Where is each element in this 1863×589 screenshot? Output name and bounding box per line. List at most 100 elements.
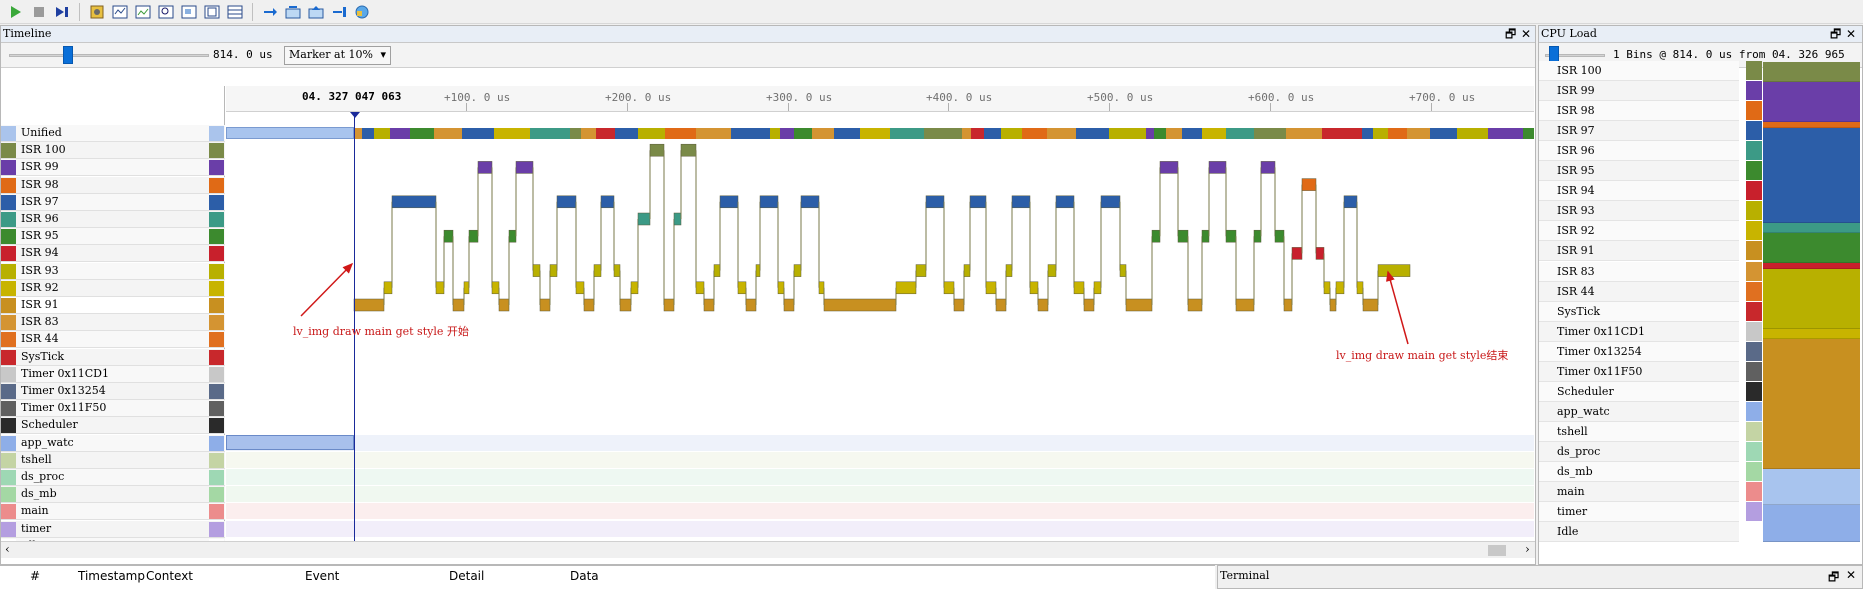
trace-segment[interactable] <box>703 298 715 312</box>
stop-icon[interactable] <box>29 2 49 22</box>
trace-segment[interactable] <box>637 212 651 226</box>
trace-segment[interactable] <box>1005 264 1013 277</box>
unified-segment[interactable] <box>362 128 374 139</box>
trace-segment[interactable] <box>1235 298 1255 312</box>
unified-segment[interactable] <box>1286 128 1322 139</box>
zoom-icon[interactable] <box>156 2 176 22</box>
context-row[interactable]: timer <box>1 520 225 538</box>
cpu-load-row[interactable]: Idle <box>1539 522 1739 543</box>
trace-segment[interactable] <box>391 195 437 209</box>
cpu-load-row[interactable]: ds_proc <box>1539 441 1739 462</box>
cpu-load-row[interactable]: timer <box>1539 502 1739 523</box>
unified-selection[interactable] <box>226 127 354 139</box>
context-row[interactable]: Timer 0x11F50 <box>1 400 225 418</box>
close-icon[interactable]: ✕ <box>1846 568 1857 582</box>
step-icon[interactable] <box>52 2 72 22</box>
context-row[interactable]: main <box>1 503 225 521</box>
trace-segment[interactable] <box>1029 281 1039 295</box>
unified-segment[interactable] <box>665 128 696 139</box>
trace-segment[interactable] <box>800 195 820 209</box>
trace-segment[interactable] <box>1208 161 1227 174</box>
context-row[interactable]: ISR 44 <box>1 331 225 349</box>
trace-segment[interactable] <box>1377 264 1411 277</box>
trace-segment[interactable] <box>1315 247 1325 260</box>
unified-segment[interactable] <box>1154 128 1166 139</box>
trace-segment[interactable] <box>1329 298 1337 312</box>
trace-segment[interactable] <box>539 298 551 312</box>
zoom-slider-track[interactable] <box>9 54 209 57</box>
trace-segment[interactable] <box>443 229 454 243</box>
unified-segment[interactable] <box>962 128 971 139</box>
cpu-load-row[interactable]: Timer 0x11F50 <box>1539 361 1739 382</box>
trace-segment[interactable] <box>1187 298 1203 312</box>
unified-segment[interactable] <box>1488 128 1523 139</box>
trace-segment[interactable] <box>463 281 470 295</box>
cpu-load-row[interactable]: ISR 91 <box>1539 241 1739 262</box>
trace-segment[interactable] <box>1119 264 1127 277</box>
unified-segment[interactable] <box>1457 128 1488 139</box>
cpu-load-row[interactable]: ds_mb <box>1539 462 1739 482</box>
context-row[interactable]: ISR 91 <box>1 297 225 314</box>
unified-segment[interactable] <box>1407 128 1430 139</box>
unified-segment[interactable] <box>615 128 638 139</box>
unified-segment[interactable] <box>570 128 581 139</box>
trace-segment[interactable] <box>619 298 632 312</box>
trace-segment[interactable] <box>1073 281 1085 295</box>
timeline-chart[interactable]: 04. 327 047 063 +100. 0 us +200. 0 us +300.… <box>226 86 1534 554</box>
trace-segment[interactable] <box>680 143 697 157</box>
close-icon[interactable]: ✕ <box>1521 27 1532 41</box>
unified-segment[interactable] <box>860 128 890 139</box>
trace-segment[interactable] <box>777 281 785 295</box>
trace-segment[interactable] <box>1201 229 1210 243</box>
trace-segment[interactable] <box>435 281 445 295</box>
horizontal-scrollbar[interactable]: ‹ › <box>1 541 1535 558</box>
cpu-load-row[interactable]: Timer 0x11CD1 <box>1539 321 1739 342</box>
unified-segment[interactable] <box>984 128 1001 139</box>
trace-segment[interactable] <box>1356 281 1364 295</box>
unified-segment[interactable] <box>530 128 570 139</box>
cpu-load-row[interactable]: ISR 100 <box>1539 61 1739 81</box>
trace-segment[interactable] <box>452 298 465 312</box>
context-row[interactable]: ISR 97 <box>1 193 225 211</box>
trace-segment[interactable] <box>783 298 795 312</box>
unified-segment[interactable] <box>971 128 984 139</box>
context-row[interactable]: ISR 92 <box>1 279 225 297</box>
trace-segment[interactable] <box>477 161 493 174</box>
unified-segment[interactable] <box>354 128 362 139</box>
scroll-thumb[interactable] <box>1488 545 1506 556</box>
unified-segment[interactable] <box>1254 128 1286 139</box>
unified-segment[interactable] <box>1146 128 1154 139</box>
trace-segment[interactable] <box>925 195 945 209</box>
column-header-context[interactable]: Context <box>146 569 194 583</box>
view2-icon[interactable] <box>133 2 153 22</box>
time-ruler[interactable] <box>226 86 1534 112</box>
trace-segment[interactable] <box>663 298 675 312</box>
unified-segment[interactable] <box>390 128 410 139</box>
trace-segment[interactable] <box>673 212 682 226</box>
unified-segment[interactable] <box>374 128 390 139</box>
view4-icon[interactable] <box>202 2 222 22</box>
cpu-load-row[interactable]: ISR 83 <box>1539 261 1739 282</box>
trace-segment[interactable] <box>630 281 639 295</box>
cpu-load-row[interactable]: ISR 92 <box>1539 221 1739 242</box>
unified-segment[interactable] <box>1373 128 1388 139</box>
trace-segment[interactable] <box>1159 161 1179 174</box>
context-row[interactable]: ds_proc <box>1 469 225 486</box>
context-row[interactable]: ISR 99 <box>1 159 225 177</box>
cpu-load-row[interactable]: main <box>1539 482 1739 503</box>
context-row[interactable]: ds_mb <box>1 486 225 504</box>
unified-segment[interactable] <box>1076 128 1109 139</box>
cursor-top-marker[interactable] <box>350 112 360 118</box>
cpu-load-row[interactable]: Scheduler <box>1539 381 1739 402</box>
trace-segment[interactable] <box>963 264 971 277</box>
unified-segment[interactable] <box>1388 128 1407 139</box>
context-row[interactable]: ISR 95 <box>1 228 225 246</box>
cpu-load-row[interactable]: app_watc <box>1539 401 1739 422</box>
trace-segment[interactable] <box>1283 298 1293 312</box>
trace-segment[interactable] <box>895 281 917 295</box>
trace-segment[interactable] <box>1100 195 1121 209</box>
unified-segment[interactable] <box>696 128 731 139</box>
globe-icon[interactable] <box>352 2 372 22</box>
trace-segment[interactable] <box>985 281 997 295</box>
unified-segment[interactable] <box>1001 128 1022 139</box>
